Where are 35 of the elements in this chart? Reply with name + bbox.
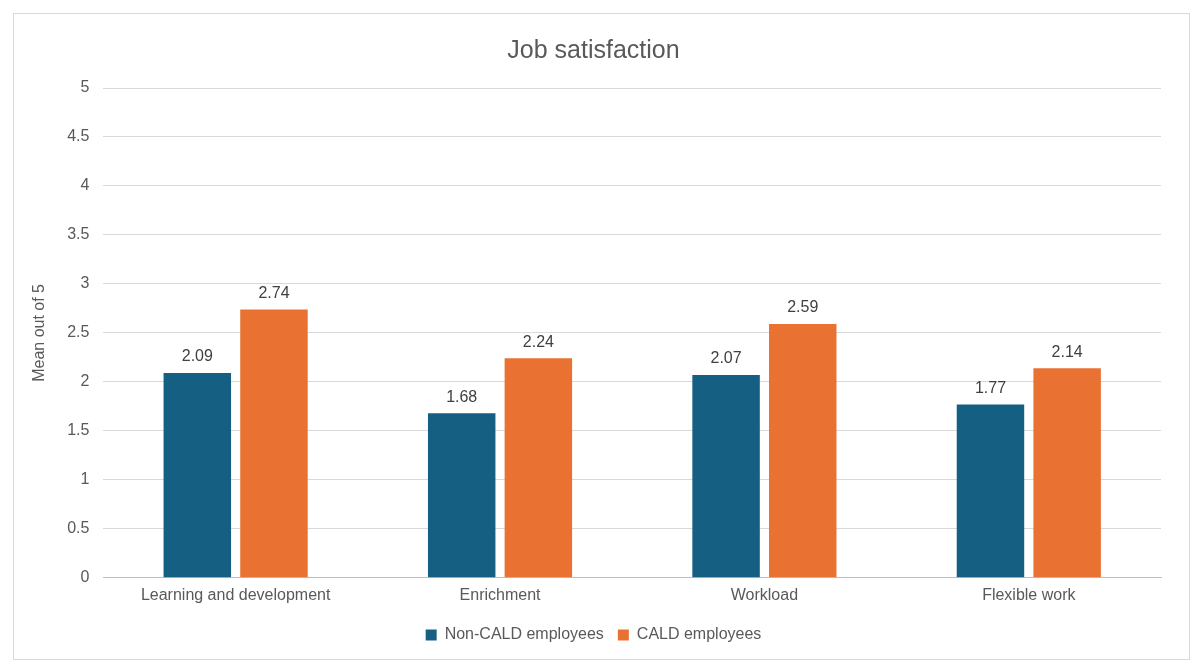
y-tick-label: 4.5 bbox=[67, 127, 90, 145]
legend-label: Non-CALD employees bbox=[444, 625, 604, 643]
y-tick-label: 3 bbox=[80, 274, 90, 292]
x-tick-label: Flexible work bbox=[982, 585, 1077, 603]
x-tick-label: Workload bbox=[730, 585, 799, 603]
x-tick-label: Enrichment bbox=[459, 585, 542, 603]
y-tick-label: 0 bbox=[80, 568, 90, 586]
bar bbox=[240, 309, 308, 578]
y-axis-title: Mean out of 5 bbox=[30, 283, 48, 382]
x-tick-label: Learning and development bbox=[140, 585, 331, 603]
data-label: 2.07 bbox=[710, 349, 742, 367]
y-tick-label: 2.5 bbox=[67, 323, 90, 341]
bar bbox=[1033, 368, 1101, 578]
y-tick-label: 3.5 bbox=[67, 225, 90, 243]
bar bbox=[163, 373, 232, 578]
bar bbox=[692, 375, 760, 578]
y-tick-label: 1 bbox=[80, 470, 90, 488]
y-tick-label: 1.5 bbox=[67, 421, 90, 439]
data-label: 2.14 bbox=[1051, 342, 1083, 360]
bar bbox=[504, 358, 573, 578]
data-label: 2.74 bbox=[258, 283, 290, 301]
data-label: 2.09 bbox=[181, 347, 213, 365]
bar bbox=[427, 413, 496, 578]
y-tick-label: 2 bbox=[80, 372, 90, 390]
data-label: 2.24 bbox=[522, 332, 555, 350]
chart-title: Job satisfaction bbox=[507, 34, 680, 63]
legend-label: CALD employees bbox=[636, 625, 762, 643]
bar bbox=[769, 324, 837, 578]
data-label: 1.77 bbox=[974, 378, 1007, 396]
y-tick-label: 0.5 bbox=[67, 519, 90, 537]
y-tick-label: 4 bbox=[80, 176, 90, 194]
data-label: 2.59 bbox=[787, 298, 819, 316]
data-label: 1.68 bbox=[446, 387, 478, 405]
bar bbox=[956, 404, 1025, 578]
y-tick-label: 5 bbox=[80, 78, 90, 96]
